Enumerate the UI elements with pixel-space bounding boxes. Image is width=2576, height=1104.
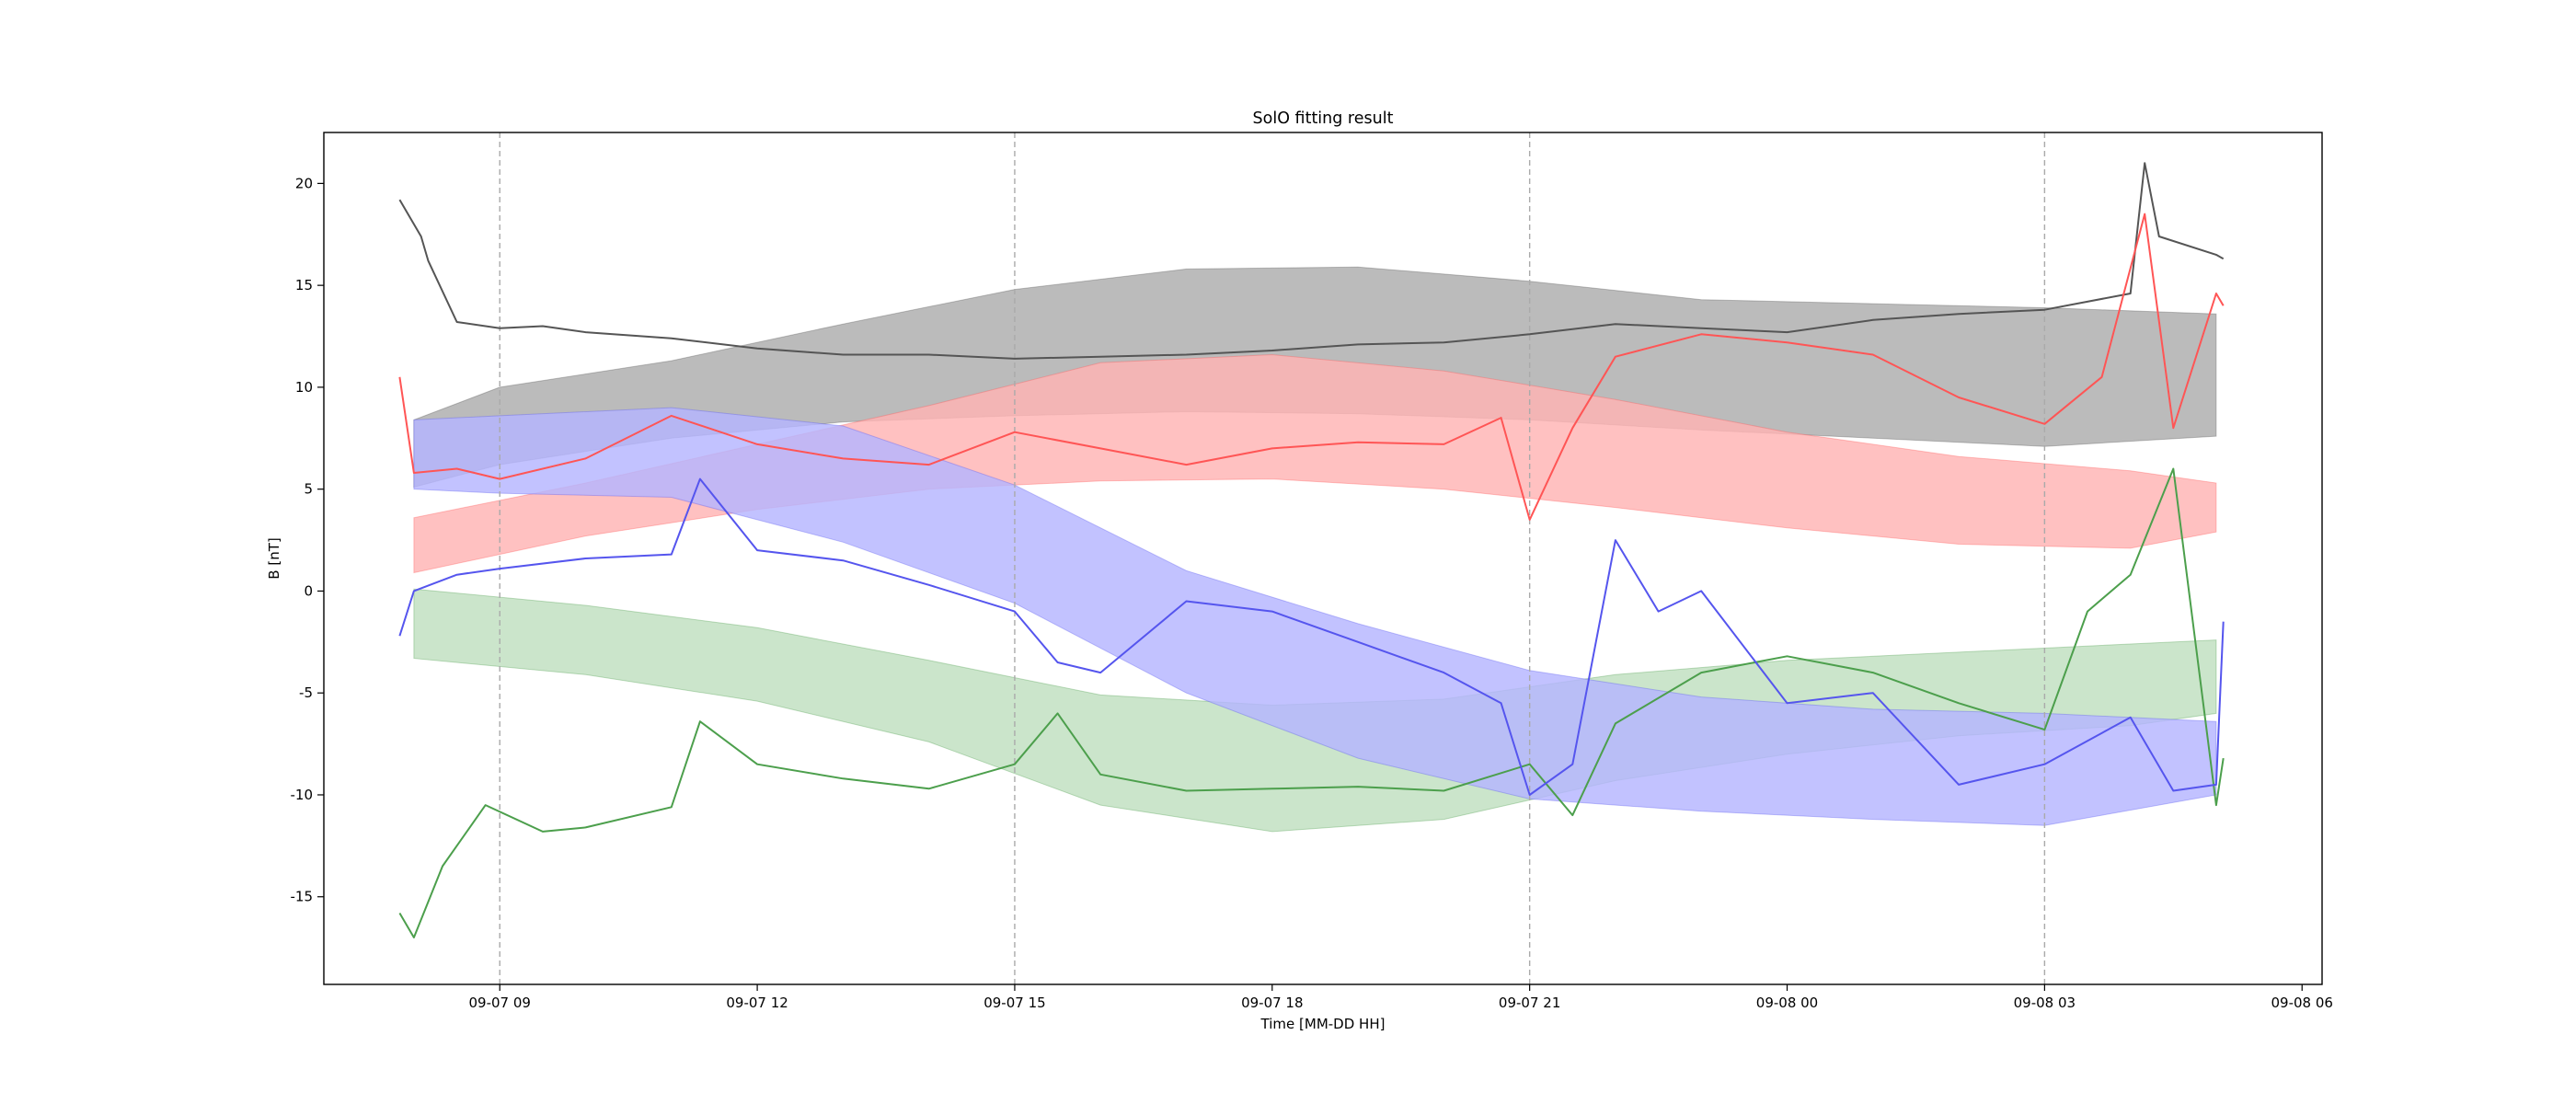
x-tick-label: 09-07 12 — [726, 995, 788, 1011]
red-field-line — [398, 213, 2225, 521]
green-field-line — [398, 467, 2225, 938]
y-axis-ticks: -15 -10 -5 0 5 10 15 20 — [291, 175, 324, 905]
gray-field-line — [398, 162, 2225, 360]
x-tick-label: 09-07 21 — [1499, 995, 1560, 1011]
x-axis-ticks: 09-07 09 09-07 12 09-07 15 09-07 18 09-07 21… — [469, 984, 2333, 1011]
y-tick-label: 15 — [295, 277, 313, 293]
x-tick-label: 09-07 18 — [1241, 995, 1303, 1011]
axes-frame — [323, 132, 2323, 985]
x-tick-label: 09-08 03 — [2014, 995, 2076, 1011]
chart-title: SolO fitting result — [1253, 109, 1394, 128]
x-tick-label: 09-07 15 — [983, 995, 1045, 1011]
x-axis-title: Time [MM-DD HH] — [1260, 1016, 1386, 1032]
y-tick-label: -5 — [299, 684, 313, 701]
y-tick-label: 5 — [304, 481, 313, 498]
y-tick-label: 0 — [304, 582, 313, 599]
y-tick-label: -10 — [291, 787, 314, 803]
blue-field-line — [398, 477, 2225, 796]
y-tick-label: -15 — [291, 889, 314, 905]
y-tick-label: 20 — [295, 175, 313, 191]
x-tick-label: 09-08 06 — [2271, 995, 2333, 1011]
x-tick-label: 09-07 09 — [469, 995, 531, 1011]
uncertainty-bands — [413, 266, 2217, 833]
x-tick-label: 09-08 00 — [1756, 995, 1818, 1011]
field-series — [398, 162, 2225, 938]
vertical-markers — [499, 132, 2046, 984]
y-axis-title: B [nT] — [266, 537, 282, 579]
y-tick-label: 10 — [295, 379, 313, 396]
